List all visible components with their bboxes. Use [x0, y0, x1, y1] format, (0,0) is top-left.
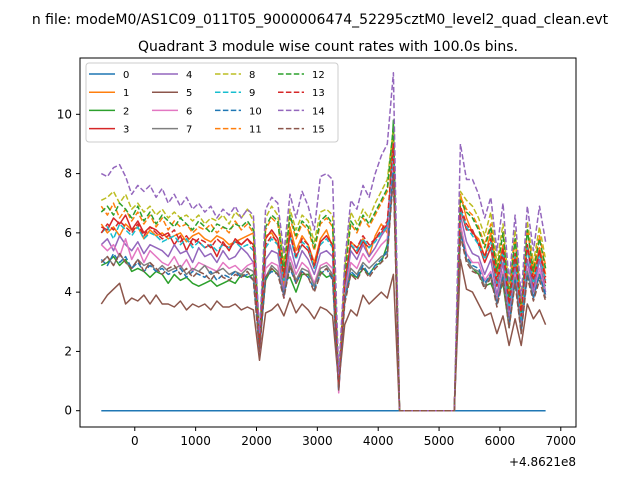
series-line-11: [100, 137, 547, 412]
x-tick-label: 7000: [546, 434, 577, 448]
y-tick-label: 2: [64, 344, 72, 358]
plot-lines: [100, 72, 547, 412]
x-tick-label: 5000: [424, 434, 455, 448]
series-line-5: [100, 258, 547, 412]
legend-label: 14: [312, 106, 325, 117]
legend-label: 8: [249, 70, 255, 81]
legend-label: 12: [312, 70, 325, 81]
x-tick-label: 6000: [485, 434, 516, 448]
y-axis: 0 2 4 6 8 10: [57, 107, 80, 418]
x-axis: 0 1000 2000 3000 4000 5000 6000 7000: [131, 427, 576, 448]
x-axis-offset-label: +4.8621e8: [509, 455, 576, 469]
legend-label: 11: [249, 125, 262, 136]
y-tick-label: 4: [64, 285, 72, 299]
x-tick-label: 2000: [241, 434, 272, 448]
chart-title: Quadrant 3 module wise count rates with …: [138, 39, 518, 55]
legend-label: 9: [249, 88, 255, 99]
series-line-7: [100, 172, 547, 412]
legend-label: 10: [249, 106, 262, 117]
legend-label: 7: [186, 125, 192, 136]
series-line-1: [100, 134, 547, 412]
y-tick-label: 0: [64, 404, 72, 418]
axes-frame: [79, 57, 577, 428]
series-line-8: [100, 128, 547, 412]
legend-label: 3: [123, 125, 129, 136]
y-tick-label: 8: [64, 167, 72, 181]
x-tick-label: 0: [131, 434, 139, 448]
series-line-3: [100, 149, 547, 412]
series-line-14: [100, 72, 547, 412]
series-line-9: [100, 146, 547, 412]
series-line-6: [100, 160, 547, 412]
series-line-13: [100, 143, 547, 412]
legend-label: 6: [186, 106, 192, 117]
legend-label: 5: [186, 88, 192, 99]
series-line-15: [100, 175, 547, 412]
legend-label: 13: [312, 88, 325, 99]
legend-box: [85, 62, 339, 143]
legend-label: 15: [312, 125, 325, 136]
chart-suptitle: n file: modeM0/AS1C09_011T05_9000006474_…: [32, 12, 609, 28]
y-tick-label: 10: [57, 107, 72, 121]
legend-label: 0: [123, 70, 129, 81]
legend-label: 2: [123, 106, 129, 117]
series-line-12: [100, 125, 547, 412]
series-line-10: [100, 166, 547, 412]
y-tick-label: 6: [64, 226, 72, 240]
legend-label: 1: [123, 88, 129, 99]
x-tick-label: 4000: [363, 434, 394, 448]
series-line-4: [100, 152, 547, 412]
x-tick-label: 1000: [180, 434, 211, 448]
x-tick-label: 3000: [302, 434, 333, 448]
legend-label: 4: [186, 70, 192, 81]
